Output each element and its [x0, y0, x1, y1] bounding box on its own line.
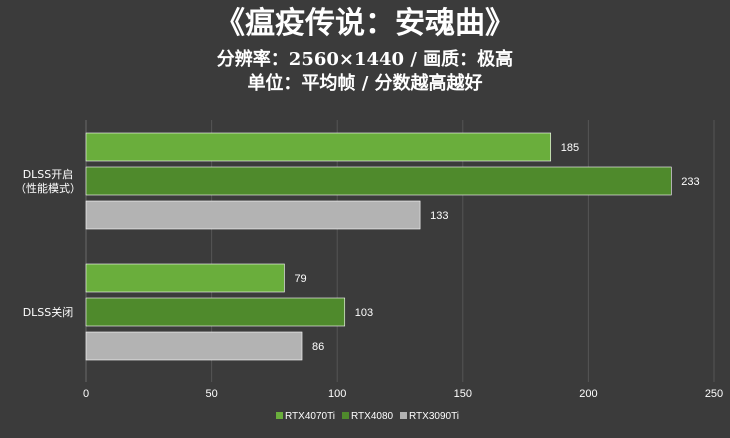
chart-subtitle-unit: 单位：平均帧 / 分数越高越好 [247, 73, 483, 94]
chart-subtitle-resolution: 分辨率：2560×1440 / 画质：极高 [216, 49, 514, 70]
bar [85, 263, 285, 293]
data-label: 86 [312, 341, 324, 353]
x-tick-label: 150 [454, 388, 472, 400]
category-label: DLSS开启 [23, 168, 74, 181]
legend-label: RTX4070Ti [285, 411, 335, 422]
legend-swatch [276, 412, 283, 419]
chart-title: 《瘟疫传说：安魂曲》 [215, 6, 515, 41]
x-tick-label: 50 [205, 388, 217, 400]
bar [85, 200, 421, 230]
bar [85, 297, 346, 327]
x-tick-label: 100 [328, 388, 346, 400]
bar [85, 331, 303, 361]
legend-swatch [342, 412, 349, 419]
bar [85, 132, 552, 162]
category-label: DLSS关闭 [23, 305, 74, 319]
data-label: 185 [561, 142, 579, 154]
legend-swatch [400, 412, 407, 419]
legend-label: RTX4080 [351, 411, 394, 422]
data-label: 103 [355, 307, 373, 319]
legend-label: RTX3090Ti [409, 411, 459, 422]
bar [85, 166, 672, 196]
x-tick-label: 200 [579, 388, 597, 400]
x-tick-label: 0 [83, 388, 89, 400]
x-tick-label: 250 [705, 388, 723, 400]
data-label: 133 [430, 210, 448, 222]
category-label: （性能模式） [15, 181, 81, 195]
data-label: 79 [294, 273, 306, 285]
data-label: 233 [681, 176, 699, 188]
